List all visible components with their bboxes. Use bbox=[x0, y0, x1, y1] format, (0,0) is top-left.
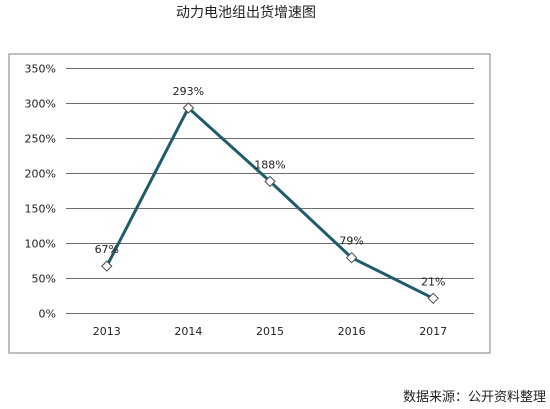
y-tick-label: 0% bbox=[39, 308, 56, 321]
x-tick-label: 2015 bbox=[256, 325, 284, 338]
x-tick-label: 2017 bbox=[419, 325, 447, 338]
data-label: 67% bbox=[95, 243, 119, 256]
data-point-marker bbox=[345, 251, 358, 264]
chart-frame bbox=[8, 53, 491, 354]
y-tick-label: 50% bbox=[32, 273, 56, 286]
y-tick-label: 300% bbox=[25, 98, 56, 111]
data-point-marker bbox=[182, 102, 195, 114]
data-label: 21% bbox=[421, 275, 445, 288]
x-tick-label: 2014 bbox=[174, 325, 202, 338]
data-label: 188% bbox=[254, 158, 285, 171]
series-line bbox=[105, 106, 434, 300]
data-point-marker bbox=[427, 292, 439, 305]
x-tick-label: 2013 bbox=[93, 325, 121, 338]
data-labels: 67% 293% 188% 79% 21% bbox=[95, 85, 446, 288]
x-axis-ticks: 2013 2014 2015 2016 2017 bbox=[93, 325, 447, 338]
y-tick-label: 150% bbox=[25, 203, 56, 216]
y-tick-label: 200% bbox=[25, 168, 56, 181]
data-label: 79% bbox=[339, 235, 363, 248]
y-axis-ticks: 0% 50% 100% 150% 200% 250% 300% 350% bbox=[25, 63, 56, 321]
data-label: 293% bbox=[173, 85, 204, 98]
y-tick-label: 250% bbox=[25, 133, 56, 146]
chart-title: 动力电池组出货增速图 bbox=[176, 5, 316, 21]
y-tick-label: 100% bbox=[25, 238, 56, 251]
y-tick-label: 350% bbox=[25, 63, 56, 76]
point-markers bbox=[101, 102, 439, 305]
data-point-marker bbox=[264, 175, 276, 188]
source-note: 数据来源：公开资料整理 bbox=[402, 390, 546, 405]
data-point-marker bbox=[101, 260, 113, 272]
x-tick-label: 2016 bbox=[338, 325, 366, 338]
gridlines bbox=[66, 68, 474, 314]
